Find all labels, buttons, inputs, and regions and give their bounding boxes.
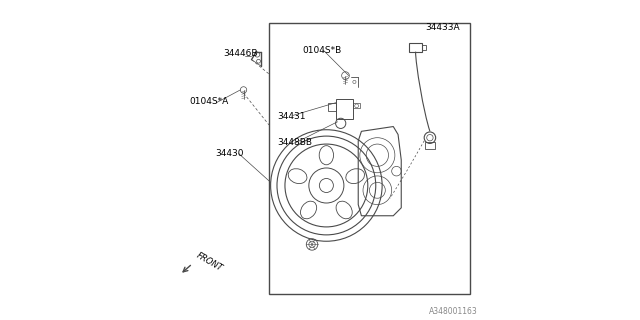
Text: FRONT: FRONT <box>195 251 225 273</box>
Text: 34446B: 34446B <box>223 49 257 58</box>
Text: 0104S*B: 0104S*B <box>303 45 342 55</box>
Bar <box>353 103 360 108</box>
Bar <box>409 43 422 52</box>
Text: 3448BB: 3448BB <box>277 138 312 147</box>
Bar <box>336 100 353 119</box>
Text: 34431: 34431 <box>277 113 305 122</box>
Text: 0104S*A: 0104S*A <box>189 97 228 106</box>
Bar <box>422 45 426 50</box>
Text: 34433A: 34433A <box>425 23 460 32</box>
Bar <box>328 103 336 111</box>
Text: 34430: 34430 <box>215 149 243 158</box>
Bar <box>425 142 435 149</box>
Text: A348001163: A348001163 <box>429 307 477 316</box>
